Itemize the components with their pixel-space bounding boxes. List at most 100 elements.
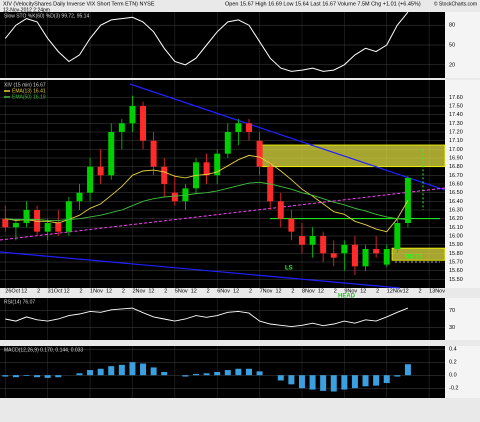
y-tick-label: 16.30 xyxy=(449,207,463,213)
y-tick-label: 17.50 xyxy=(449,103,463,109)
macd-bar xyxy=(245,368,252,376)
candle-body xyxy=(235,123,242,132)
x-tick-label: 12 xyxy=(403,288,409,294)
macd-bar xyxy=(373,375,380,386)
x-tick-label: 1Nov xyxy=(90,288,103,294)
y-tick-label: 16.80 xyxy=(449,164,463,170)
x-tick-label: 12 xyxy=(233,288,239,294)
trendline xyxy=(129,83,446,191)
quote: Open 15.67 High 16.69 Low 15.64 Last 16.… xyxy=(225,1,421,7)
annotation: HEAD xyxy=(338,294,356,300)
y-tick-label: 0.2 xyxy=(449,360,457,366)
candle-body xyxy=(12,223,19,228)
candle-body xyxy=(277,201,284,219)
macd-bar xyxy=(108,366,115,376)
candle-body xyxy=(34,210,41,232)
candle-body xyxy=(161,166,168,184)
macd-bar xyxy=(161,372,168,376)
y-tick-label: 0.0 xyxy=(449,373,457,379)
x-tick-label: 12 xyxy=(360,288,366,294)
y-tick-label: 15.60 xyxy=(449,268,463,274)
y-tick-label: 20 xyxy=(449,62,455,68)
candle-body xyxy=(383,249,390,265)
macd-bar xyxy=(288,375,295,385)
y-tick-label: 30 xyxy=(449,325,455,331)
resistance-zone xyxy=(261,144,446,168)
y-tick-label: 16.10 xyxy=(449,225,463,231)
macd-bar xyxy=(330,375,337,392)
x-tick-label: 31Oct xyxy=(48,288,63,294)
x-tick-label: 12 xyxy=(191,288,197,294)
candle-body xyxy=(171,192,178,202)
macd-bar xyxy=(182,375,189,377)
support-zone xyxy=(391,247,446,261)
x-tick-label: 26Oct xyxy=(5,288,20,294)
annotation: RS ?? xyxy=(405,255,423,261)
candle-body xyxy=(214,153,221,176)
candle-body xyxy=(404,177,411,223)
x-tick-label: 12 xyxy=(106,288,112,294)
candle-body xyxy=(362,249,369,267)
source: © StockCharts.com xyxy=(434,0,477,7)
macd-bar xyxy=(55,375,62,378)
x-tick-label: 2 xyxy=(376,288,379,294)
panel xyxy=(0,298,445,340)
y-tick-label: 15.50 xyxy=(449,277,463,283)
y-tick-label: 17.60 xyxy=(449,95,463,101)
y-tick-label: 17.40 xyxy=(449,112,463,118)
y-tick-label: 16.40 xyxy=(449,199,463,205)
candle-body xyxy=(373,249,380,254)
macd-bar xyxy=(97,368,104,376)
x-tick-label: 2 xyxy=(207,288,210,294)
line xyxy=(5,307,409,328)
axis-strip xyxy=(445,298,480,340)
x-tick-label: 12 xyxy=(275,288,281,294)
macd-bar xyxy=(224,370,231,376)
line xyxy=(4,11,409,72)
candle-body xyxy=(256,140,263,167)
candle-body xyxy=(2,218,9,228)
line xyxy=(5,154,409,233)
y-tick-label: 15.90 xyxy=(449,242,463,248)
macd-bar xyxy=(214,372,221,376)
y-tick-label: 17.00 xyxy=(449,147,463,153)
macd-bar xyxy=(362,375,369,387)
macd-bar xyxy=(140,363,147,376)
chart-subtitle: 12-Nov-2012 2:24pm xyxy=(3,7,50,13)
x-tick-label: 5Nov xyxy=(175,288,188,294)
candle-body xyxy=(65,201,72,232)
candle-body xyxy=(118,123,125,132)
legend-label: EMA(50) 16.19 xyxy=(12,94,46,100)
panel-label: RSI(14) 76.07 xyxy=(4,299,35,305)
x-tick-label: 13Nov xyxy=(429,288,445,294)
panel-label: Slow STO %K(60) %D(3) 99.72, 95.14 xyxy=(4,13,89,19)
macd-bar xyxy=(129,362,136,376)
candle-body xyxy=(330,253,337,258)
macd-bar xyxy=(87,370,94,376)
y-tick-label: 16.70 xyxy=(449,173,463,179)
macd-bar xyxy=(277,375,284,381)
x-tick-label: 2 xyxy=(419,288,422,294)
candle-body xyxy=(140,106,147,141)
x-tick-label: 2Nov xyxy=(132,288,145,294)
macd-bar xyxy=(394,375,401,377)
y-tick-label: 50 xyxy=(449,42,455,48)
candle-body xyxy=(150,140,157,167)
macd-bar xyxy=(2,375,9,377)
y-tick-label: 17.30 xyxy=(449,121,463,127)
candle-body xyxy=(320,236,327,254)
macd-bar xyxy=(44,375,51,378)
y-tick-label: 16.00 xyxy=(449,233,463,239)
x-tick-label: 8Nov xyxy=(302,288,315,294)
macd-bar xyxy=(298,375,305,389)
axis-strip xyxy=(445,346,480,398)
candle-body xyxy=(97,166,104,176)
candle-body xyxy=(224,132,231,154)
macd-bar xyxy=(235,368,242,376)
axis-strip xyxy=(445,80,480,288)
chart-title: XIV (VelocityShares Daily Inverse VIX Sh… xyxy=(3,1,155,7)
annotation: LS xyxy=(285,266,293,272)
line xyxy=(5,181,408,221)
macd-bar xyxy=(12,375,19,378)
